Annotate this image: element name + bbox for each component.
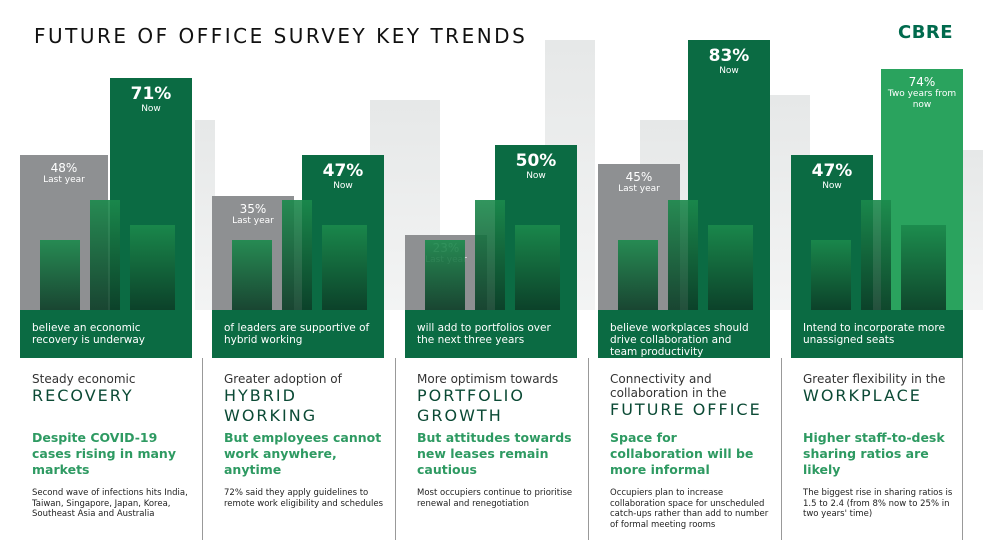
trend-subheading: Space for collaboration will be more inf…	[610, 430, 754, 477]
stat-description: believe an economic recovery is underway	[20, 310, 192, 358]
cbre-logo: CBRE	[898, 22, 954, 43]
building-illustration	[708, 225, 753, 310]
building-illustration	[282, 200, 312, 310]
page-title: FUTURE OF OFFICE SURVEY KEY TRENDS	[34, 24, 528, 48]
heading-big: WORKPLACE	[803, 386, 922, 405]
trend-heading: Greater adoption of HYBRID WORKING	[224, 372, 384, 426]
background-building	[195, 120, 215, 310]
column-divider	[781, 358, 782, 540]
stat-value: 45%	[625, 170, 653, 184]
trend-column: 47% Now 74% Two years from now Intend to…	[781, 0, 963, 545]
background-building	[962, 150, 983, 310]
stat-value: 35%	[239, 202, 267, 216]
trend-subheading: But attitudes towards new leases remain …	[417, 430, 572, 477]
trend-column: 48% Last year 71% Now believe an economi…	[20, 0, 192, 545]
building-illustration	[515, 225, 560, 310]
heading-big: HYBRID WORKING	[224, 386, 318, 425]
trend-body: Second wave of infections hits India, Ta…	[32, 488, 188, 519]
building-illustration	[425, 240, 465, 310]
heading-big: FUTURE OFFICE	[610, 400, 762, 419]
stat-description: Intend to incorporate more unassigned se…	[791, 310, 963, 358]
heading-small: Greater flexibility in the	[803, 372, 946, 386]
heading-big: RECOVERY	[32, 386, 134, 405]
trend-subheading: But employees cannot work anywhere, anyt…	[224, 430, 382, 477]
column-divider	[395, 358, 396, 540]
heading-small: Connectivity and collaboration in the	[610, 372, 727, 400]
stat-label: Two years from now	[887, 89, 957, 110]
stat-value: 71%	[130, 84, 172, 104]
stat-value: 47%	[322, 161, 364, 181]
building-illustration	[618, 240, 658, 310]
stat-label: Now	[822, 181, 842, 191]
building-illustration	[130, 225, 175, 310]
stat-description: believe workplaces should drive collabor…	[598, 310, 770, 358]
building-illustration	[901, 225, 946, 310]
column-divider	[588, 358, 589, 540]
trend-heading: Connectivity and collaboration in the FUT…	[610, 372, 770, 420]
stat-description: will add to portfolios over the next thr…	[405, 310, 577, 358]
building-illustration	[811, 240, 851, 310]
trend-heading: Steady economic RECOVERY	[32, 372, 192, 406]
building-illustration	[861, 200, 891, 310]
stat-value: 74%	[908, 75, 936, 89]
stat-label: Last year	[43, 175, 85, 185]
trend-column: 23% Last year 50% Now will add to portfo…	[395, 0, 577, 545]
heading-small: Greater adoption of	[224, 372, 342, 386]
trend-column: 35% Last year 47% Now of leaders are sup…	[202, 0, 384, 545]
stat-label: Last year	[232, 216, 274, 226]
stat-value: 48%	[50, 161, 78, 175]
trend-heading: Greater flexibility in the WORKPLACE	[803, 372, 963, 406]
building-illustration	[90, 200, 120, 310]
building-illustration	[475, 200, 505, 310]
stat-label: Now	[526, 171, 546, 181]
trend-subheading: Higher staff-to-desk sharing ratios are …	[803, 430, 945, 477]
trend-heading: More optimism towards PORTFOLIO GROWTH	[417, 372, 577, 426]
heading-small: More optimism towards	[417, 372, 559, 386]
trend-subheading: Despite COVID-19 cases rising in many ma…	[32, 430, 176, 477]
heading-big: PORTFOLIO GROWTH	[417, 386, 525, 425]
stat-label: Now	[719, 66, 739, 76]
trend-body: The biggest rise in sharing ratios is 1.…	[803, 488, 953, 519]
stat-value: 83%	[708, 46, 750, 66]
stat-description: of leaders are supportive of hybrid work…	[212, 310, 384, 358]
stat-label: Now	[141, 104, 161, 114]
trend-column: 45% Last year 83% Now believe workplaces…	[588, 0, 770, 545]
stat-value: 50%	[515, 151, 557, 171]
heading-small: Steady economic	[32, 372, 136, 386]
stat-label: Now	[333, 181, 353, 191]
column-divider	[202, 358, 203, 540]
column-divider	[962, 358, 963, 540]
trend-body: Most occupiers continue to prioritise re…	[417, 488, 573, 509]
trend-body: 72% said they apply guidelines to remote…	[224, 488, 384, 509]
stat-value: 47%	[811, 161, 853, 181]
building-illustration	[322, 225, 367, 310]
building-illustration	[232, 240, 272, 310]
building-illustration	[40, 240, 80, 310]
stat-label: Last year	[618, 184, 660, 194]
building-illustration	[668, 200, 698, 310]
trend-body: Occupiers plan to increase collaboration…	[610, 488, 769, 530]
